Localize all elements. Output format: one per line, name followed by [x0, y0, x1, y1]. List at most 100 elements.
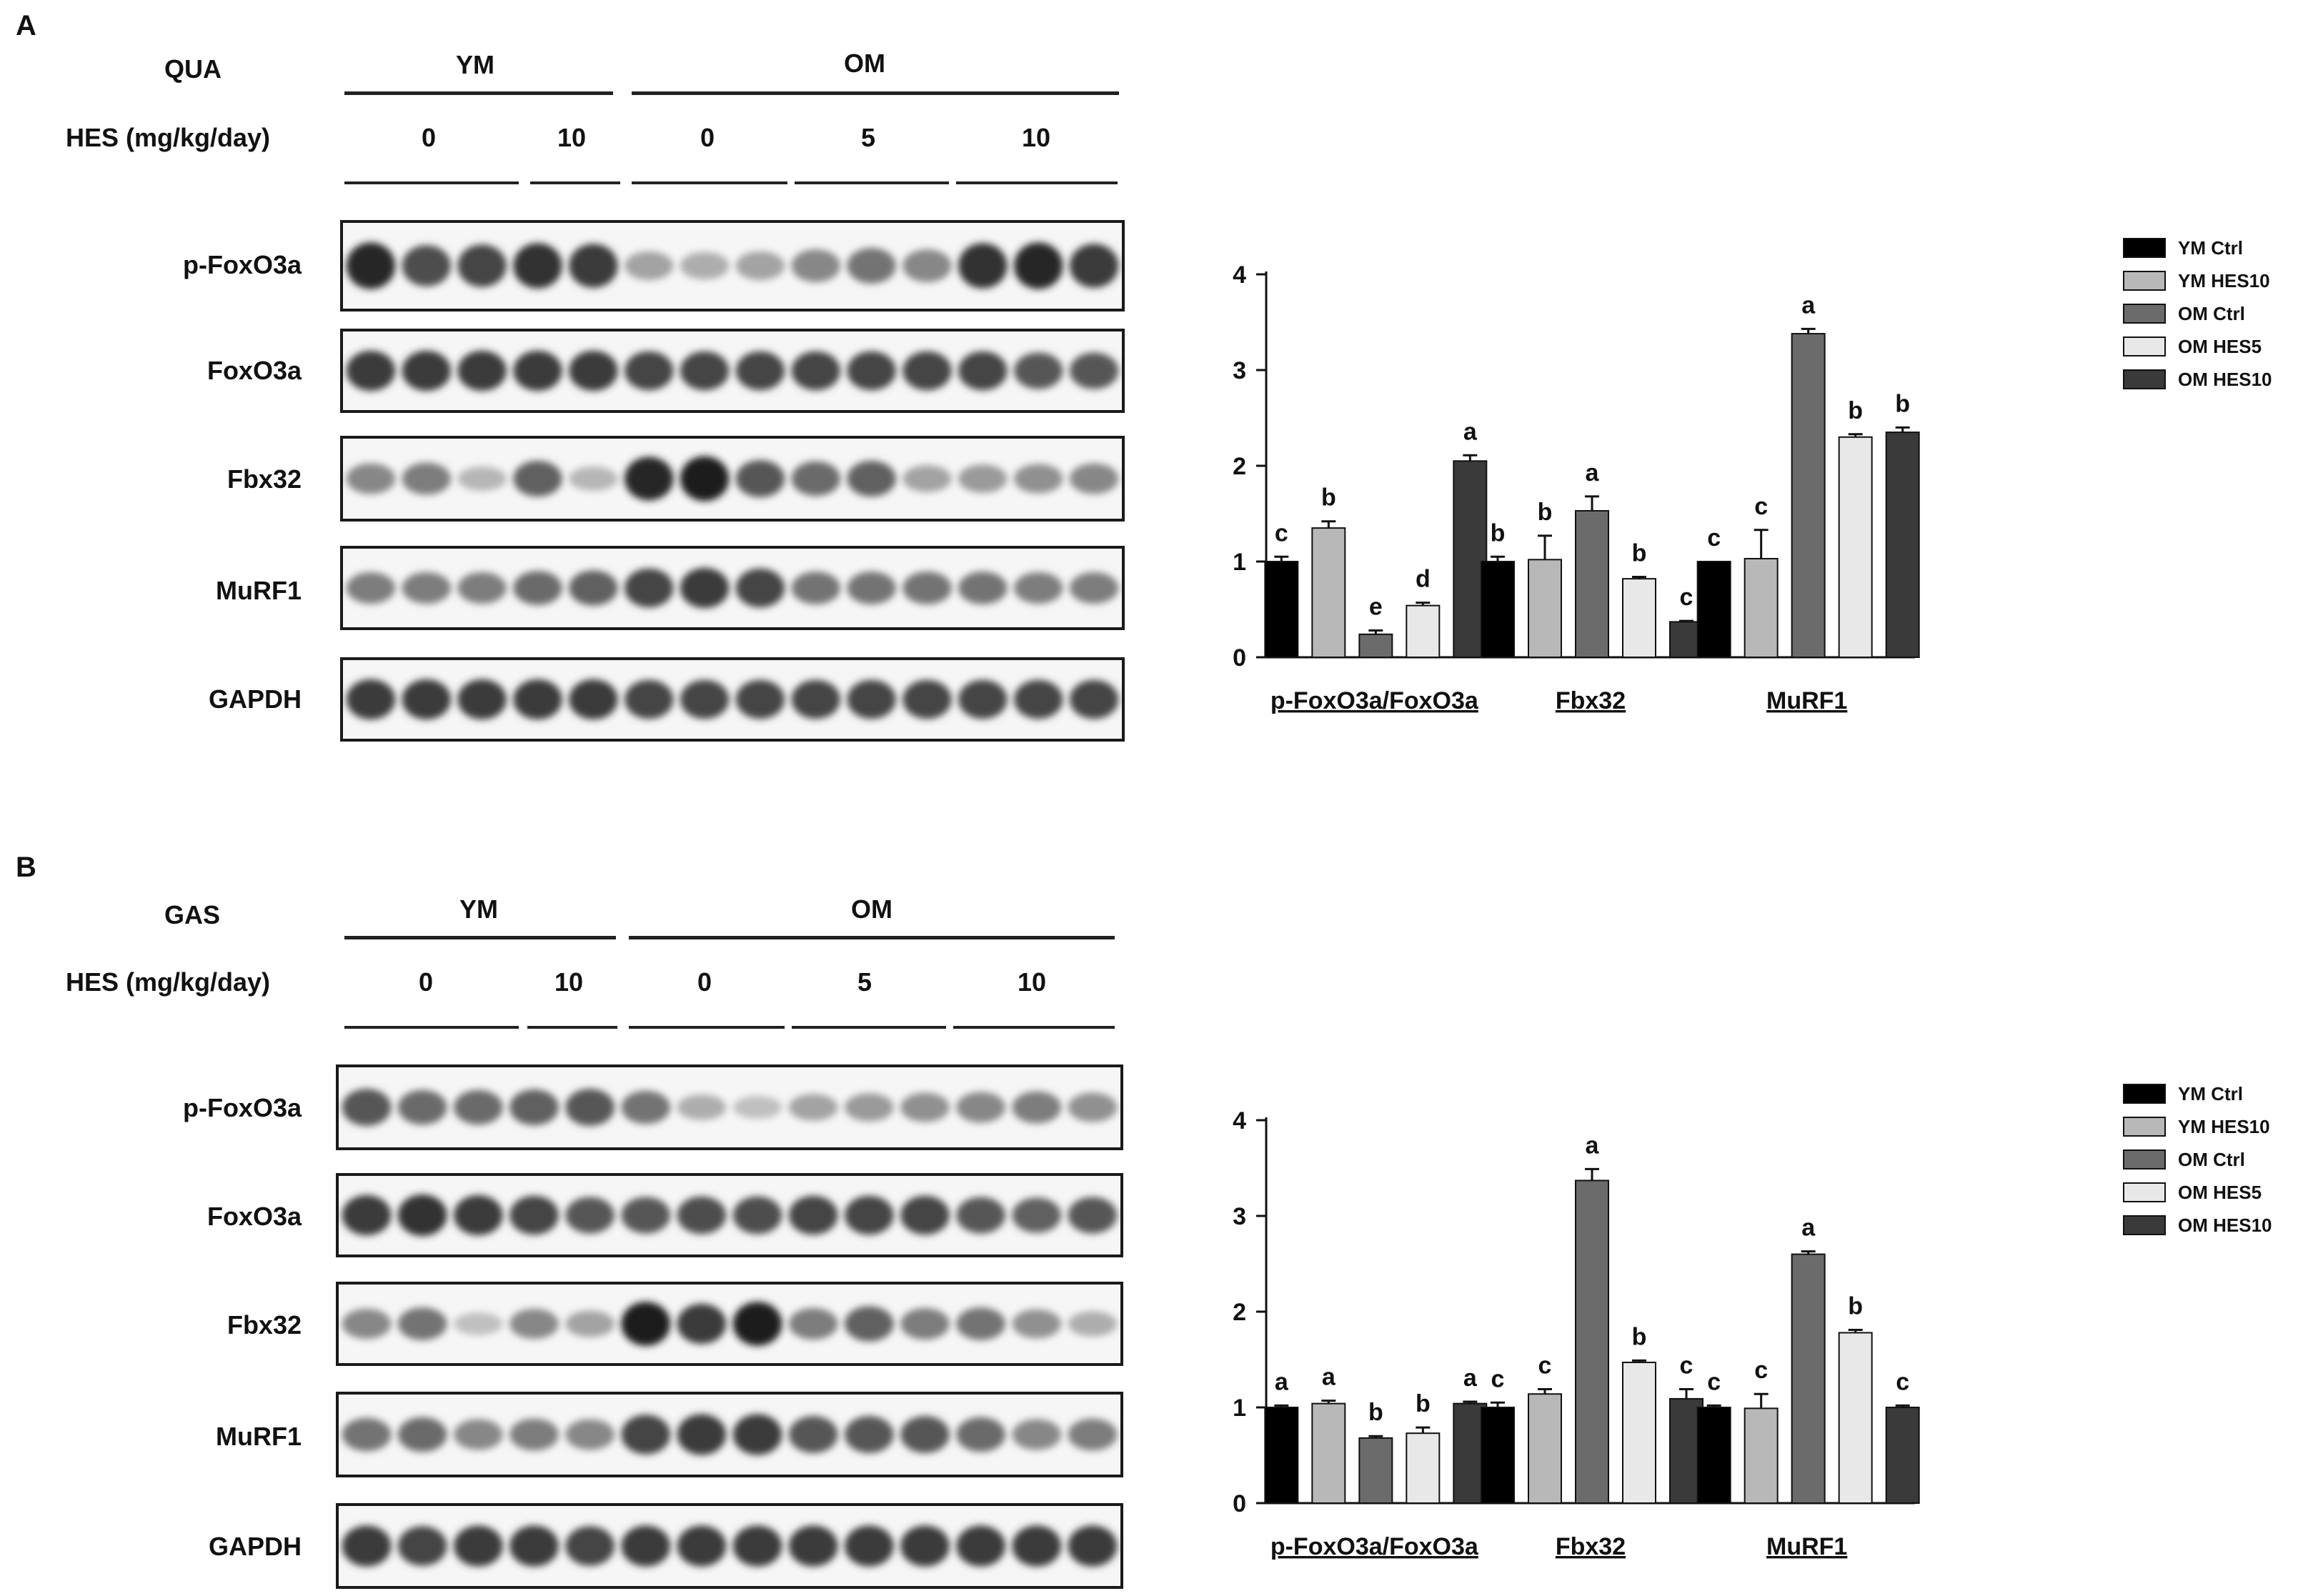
blot-band — [624, 251, 674, 281]
dose-line — [530, 181, 620, 184]
dose-value: 0 — [697, 967, 712, 997]
blot-band — [346, 463, 396, 494]
bar — [1791, 1253, 1826, 1504]
blot-band — [397, 1089, 447, 1125]
dose-label: HES (mg/kg/day) — [66, 967, 271, 997]
blot-band — [565, 1197, 615, 1234]
blot-band — [958, 351, 1008, 391]
blot-band — [791, 679, 841, 719]
significance-letter: b — [1632, 1323, 1647, 1350]
blot-band — [457, 466, 507, 492]
age-group-ym: YM — [456, 50, 494, 79]
ym-line — [344, 936, 616, 939]
category-label: p-FoxO3a/FoxO3a — [1270, 1533, 1479, 1560]
significance-letter: c — [1491, 1365, 1505, 1392]
blot-band — [509, 1089, 559, 1126]
blot-label: MuRF1 — [216, 576, 302, 605]
dose-value: 10 — [557, 123, 587, 152]
significance-letter: d — [1416, 566, 1431, 593]
y-tick-label: 1 — [1233, 1395, 1246, 1422]
blot-band — [509, 1525, 559, 1567]
bar-chart-a: 0 1 2 3 4 c b e d a p-FoxO3a/FoxO3a b b a b c Fbx32 c c a b b… — [1233, 237, 2272, 714]
blot-band — [956, 1307, 1006, 1340]
blot-band — [958, 572, 1008, 604]
y-tick-label: 1 — [1233, 549, 1246, 576]
blot-gapdh — [340, 657, 1125, 742]
blot-band — [900, 1092, 950, 1122]
tissue-label: GAS — [164, 900, 221, 929]
y-tick-label: 3 — [1233, 1203, 1246, 1230]
blot-band — [509, 1308, 559, 1340]
bar — [1791, 333, 1826, 659]
blot-band — [1068, 1197, 1118, 1234]
significance-letter: c — [1707, 524, 1721, 552]
blot-band — [788, 1416, 838, 1453]
blot-band — [509, 1195, 559, 1235]
blot-foxo3a — [336, 1173, 1123, 1257]
blot-p-foxo3a — [340, 220, 1125, 311]
bar — [1528, 1393, 1562, 1504]
blot-band — [958, 243, 1008, 289]
blot-band — [902, 679, 952, 719]
significance-letter: a — [1275, 1368, 1289, 1395]
blot-band — [457, 572, 507, 604]
blot-band — [397, 1526, 447, 1566]
panel-letter: A — [16, 10, 36, 41]
blot-band — [732, 1525, 782, 1567]
significance-letter: b — [1848, 1292, 1863, 1320]
blot-band — [791, 249, 841, 283]
blot-band — [735, 351, 785, 391]
significance-letter: a — [1586, 1132, 1600, 1159]
y-tick-label: 4 — [1233, 1107, 1246, 1134]
blot-label: p-FoxO3a — [182, 1093, 302, 1122]
blot-band — [621, 1415, 671, 1455]
blot-band — [900, 1525, 950, 1567]
blot-label: FoxO3a — [207, 1202, 302, 1231]
blot-band — [1069, 463, 1119, 494]
blot-band — [791, 461, 841, 497]
blot-foxo3a — [340, 329, 1125, 413]
age-group-ym: YM — [459, 894, 498, 924]
blot-band — [624, 568, 674, 608]
dose-line — [953, 1026, 1115, 1029]
legend-label: OM HES5 — [2178, 336, 2262, 357]
blot-band — [956, 1197, 1006, 1234]
blot-band — [735, 251, 785, 281]
blot-band — [956, 1525, 1006, 1567]
significance-letter: a — [1801, 1215, 1816, 1242]
tissue-label: QUA — [164, 54, 222, 84]
blot-label: Fbx32 — [227, 464, 302, 494]
blot-band — [958, 679, 1008, 719]
blot-band — [346, 350, 396, 391]
blot-band — [565, 1526, 615, 1566]
blot-band — [397, 1417, 447, 1452]
significance-letter: b — [1321, 484, 1336, 512]
blot-band — [958, 464, 1008, 493]
blot-band — [735, 679, 785, 719]
legend-swatch — [2123, 336, 2166, 356]
bar — [1264, 561, 1299, 658]
dose-line — [795, 181, 949, 184]
blot-band — [513, 243, 562, 289]
bar — [1481, 1407, 1515, 1504]
significance-letter: b — [1895, 390, 1910, 417]
panel-letter: B — [16, 852, 36, 883]
significance-letter: c — [1680, 584, 1693, 611]
dose-line — [527, 1026, 617, 1029]
blot-band — [342, 1525, 392, 1567]
blot-band — [569, 244, 618, 288]
dose-value: 10 — [1021, 123, 1051, 152]
significance-letter: c — [1754, 493, 1768, 520]
blot-fbx32 — [336, 1282, 1123, 1366]
blot-band — [457, 350, 507, 391]
blot-band — [1012, 1419, 1062, 1450]
dose-line — [792, 1026, 946, 1029]
blot-band — [844, 1416, 894, 1453]
bar — [1264, 1407, 1299, 1504]
bar — [1744, 557, 1779, 659]
blot-band — [342, 1417, 392, 1452]
blot-label: MuRF1 — [216, 1422, 302, 1451]
blot-band — [453, 1419, 503, 1450]
blot-band — [513, 460, 562, 497]
blot-band — [565, 1089, 615, 1126]
